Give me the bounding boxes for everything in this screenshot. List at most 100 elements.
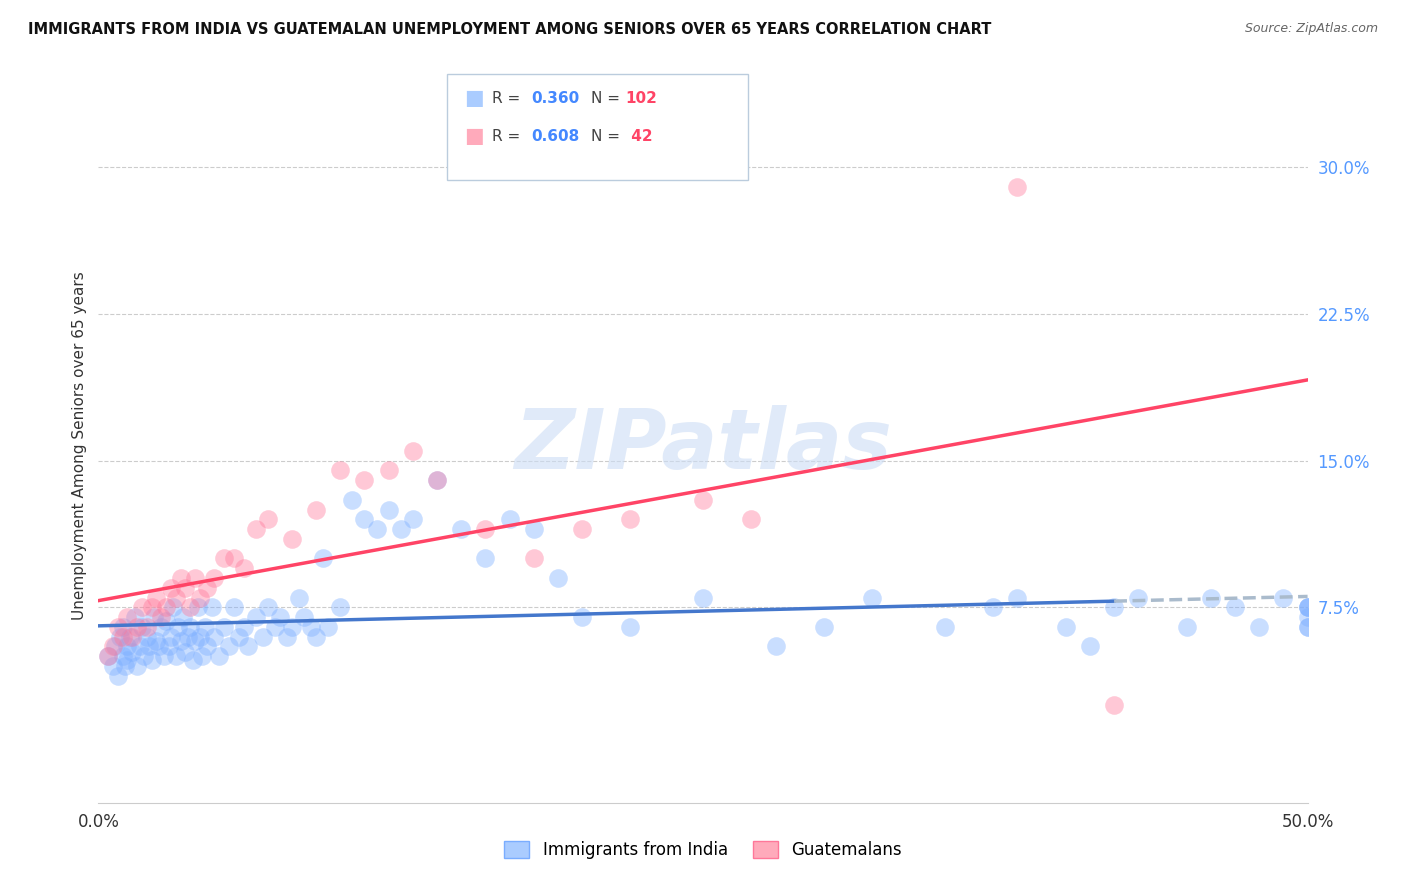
Point	[111, 630, 134, 644]
Text: ■: ■	[464, 127, 484, 146]
Point	[245, 522, 267, 536]
Point	[276, 630, 298, 644]
Point	[256, 512, 278, 526]
Point	[619, 620, 641, 634]
Point	[128, 640, 150, 654]
Point	[208, 649, 231, 664]
Point	[692, 591, 714, 605]
Point	[571, 522, 593, 536]
Point	[174, 645, 197, 659]
Point	[107, 620, 129, 634]
Point	[138, 640, 160, 654]
Point	[121, 630, 143, 644]
Point	[195, 640, 218, 654]
Point	[218, 640, 240, 654]
Point	[329, 600, 352, 615]
Point	[127, 620, 149, 634]
Point	[1128, 591, 1150, 605]
Point	[426, 473, 449, 487]
Point	[135, 620, 157, 634]
Point	[342, 492, 364, 507]
Text: N =: N =	[591, 91, 624, 105]
Text: R =: R =	[492, 91, 526, 105]
Point	[305, 630, 328, 644]
Point	[1296, 600, 1319, 615]
Point	[104, 640, 127, 654]
Point	[177, 630, 200, 644]
Point	[281, 532, 304, 546]
Point	[353, 512, 375, 526]
Point	[1007, 591, 1029, 605]
Point	[288, 591, 311, 605]
Point	[547, 571, 569, 585]
Point	[377, 502, 399, 516]
Point	[169, 633, 191, 648]
Point	[1296, 620, 1319, 634]
Point	[426, 473, 449, 487]
Point	[157, 640, 180, 654]
Point	[141, 653, 163, 667]
Point	[135, 630, 157, 644]
Point	[117, 610, 139, 624]
Point	[222, 600, 245, 615]
Point	[1296, 620, 1319, 634]
Point	[1199, 591, 1222, 605]
Point	[167, 620, 190, 634]
Point	[188, 630, 211, 644]
Point	[131, 620, 153, 634]
Point	[150, 620, 173, 634]
Point	[389, 522, 412, 536]
Point	[212, 620, 235, 634]
Point	[212, 551, 235, 566]
Point	[305, 502, 328, 516]
Point	[619, 512, 641, 526]
Point	[111, 620, 134, 634]
Point	[143, 610, 166, 624]
Point	[155, 600, 177, 615]
Point	[101, 640, 124, 654]
Point	[117, 653, 139, 667]
Point	[101, 659, 124, 673]
Point	[238, 640, 260, 654]
Point	[191, 649, 214, 664]
Point	[860, 591, 883, 605]
Text: ■: ■	[464, 88, 484, 108]
Point	[245, 610, 267, 624]
Point	[228, 630, 250, 644]
Point	[204, 571, 226, 585]
Point	[264, 620, 287, 634]
Point	[160, 630, 183, 644]
Point	[934, 620, 956, 634]
Point	[292, 610, 315, 624]
Point	[1054, 620, 1077, 634]
Point	[155, 614, 177, 628]
Point	[124, 610, 146, 624]
Point	[523, 522, 546, 536]
Point	[474, 551, 496, 566]
Point	[1296, 600, 1319, 615]
Point	[1223, 600, 1246, 615]
Point	[692, 492, 714, 507]
Point	[184, 571, 207, 585]
Point	[377, 463, 399, 477]
Point	[181, 653, 204, 667]
Point	[145, 591, 167, 605]
Text: R =: R =	[492, 129, 526, 144]
Point	[169, 571, 191, 585]
Point	[114, 659, 136, 673]
Point	[1296, 610, 1319, 624]
Point	[571, 610, 593, 624]
Point	[1272, 591, 1295, 605]
Point	[118, 630, 141, 644]
Point	[188, 591, 211, 605]
Point	[165, 649, 187, 664]
Point	[523, 551, 546, 566]
Point	[1078, 640, 1101, 654]
Point	[194, 620, 217, 634]
Point	[232, 561, 254, 575]
Text: N =: N =	[591, 129, 624, 144]
Text: Source: ZipAtlas.com: Source: ZipAtlas.com	[1244, 22, 1378, 36]
Point	[329, 463, 352, 477]
Point	[813, 620, 835, 634]
Point	[97, 649, 120, 664]
